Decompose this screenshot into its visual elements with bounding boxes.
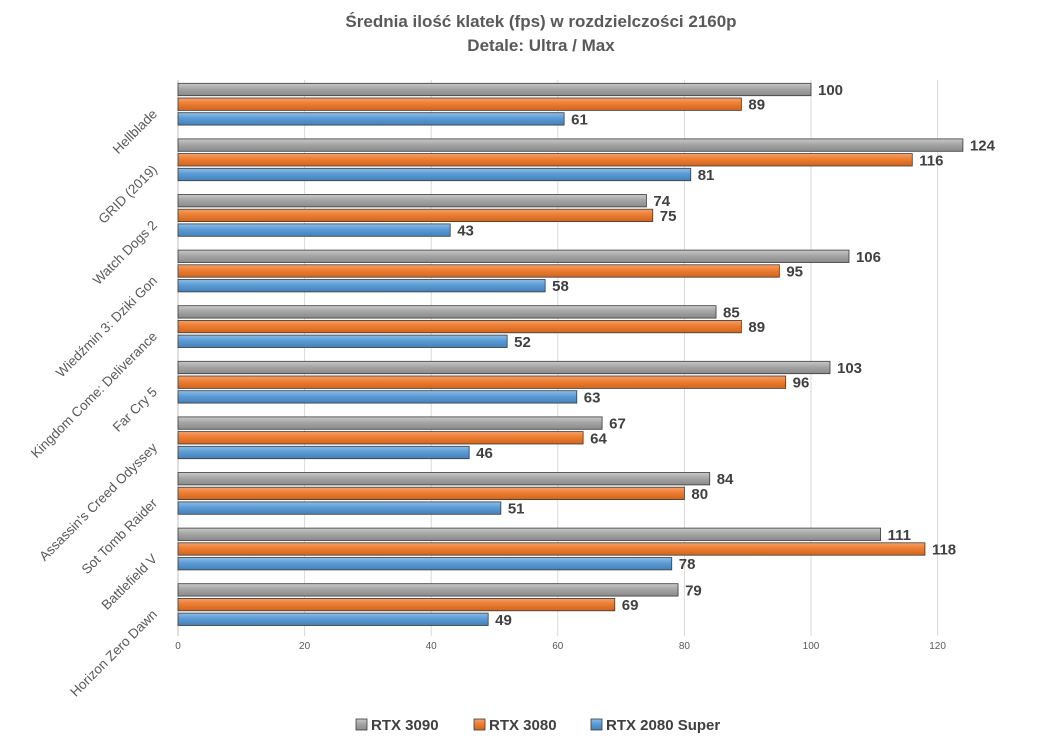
data-label: 118 [932,542,956,559]
data-label: 63 [584,389,601,406]
category-label: Wiedźmin 3: Dziki Gon [53,273,160,380]
legend-label: RTX 3090 [371,717,439,734]
bar [177,334,508,348]
bar [177,264,780,278]
bar [177,542,926,556]
bar [177,194,647,208]
bar [177,82,812,97]
legend-label: RTX 3080 [489,717,557,734]
category-label: Horizon Zero Dawn [67,607,160,700]
bar [177,583,679,597]
bar [177,279,546,293]
data-label: 96 [793,375,810,392]
data-label: 61 [571,111,588,128]
data-label: 67 [609,416,626,433]
data-label: 103 [837,360,862,377]
chart-title: Średnia ilość klatek (fps) w rozdzielczo… [345,12,736,31]
data-label: 81 [698,167,715,184]
category-label: GRID (2019) [95,162,160,227]
data-label: 75 [660,208,677,225]
bar [177,375,787,389]
x-tick-label: 120 [929,641,946,652]
data-label: 64 [590,430,607,447]
data-label: 51 [508,501,525,518]
data-label: 69 [622,597,639,614]
legend-swatch [355,718,368,731]
bar [177,112,565,126]
bar [177,486,685,501]
category-label: Hellblade [110,106,160,156]
data-label: 85 [723,304,740,321]
data-label: 89 [748,319,765,336]
category-label: Far Cry 5 [110,384,160,434]
x-tick-label: 40 [426,641,438,652]
data-label: 111 [888,527,911,544]
category-label: Battlefield V [99,551,161,613]
bar [177,360,831,375]
bar [177,527,882,541]
data-label: 124 [970,138,996,155]
data-label: 116 [919,152,943,169]
data-label: 74 [653,193,670,210]
x-tick-label: 100 [803,641,820,652]
bar [177,612,489,626]
data-label: 89 [748,97,765,114]
bar [177,598,616,612]
bar [177,319,742,334]
bar [177,208,654,222]
bar [177,223,451,237]
data-label: 49 [495,612,512,629]
bar [177,445,470,460]
data-label: 58 [552,278,569,295]
data-label: 84 [717,471,734,488]
data-label: 95 [786,264,803,281]
legend-label: RTX 2080 Super [606,717,720,734]
bar [177,167,692,182]
bar [177,305,717,319]
bar [177,557,673,571]
bar [177,501,502,515]
bar [177,249,850,263]
bar [177,472,711,486]
x-tick-label: 60 [552,641,564,652]
x-tick-label: 20 [299,641,311,652]
data-label: 43 [457,223,474,240]
bar [177,97,742,111]
x-tick-label: 0 [175,641,181,652]
category-label: Assassin's Creed Odyssey [36,440,160,564]
data-label: 46 [476,445,493,462]
data-label: 106 [856,249,881,266]
legend-swatch [473,718,486,731]
data-label: 100 [818,82,843,99]
data-label: 78 [679,556,696,573]
data-label: 80 [691,486,708,503]
data-label: 52 [514,334,531,351]
bar [177,153,913,167]
bar [177,416,603,430]
data-label: 79 [685,582,702,599]
bar [177,138,964,152]
x-tick-label: 80 [679,641,691,652]
bar [177,431,584,445]
bar [177,390,578,404]
chart-subtitle: Detale: Ultra / Max [467,36,615,55]
legend-swatch [590,718,603,731]
